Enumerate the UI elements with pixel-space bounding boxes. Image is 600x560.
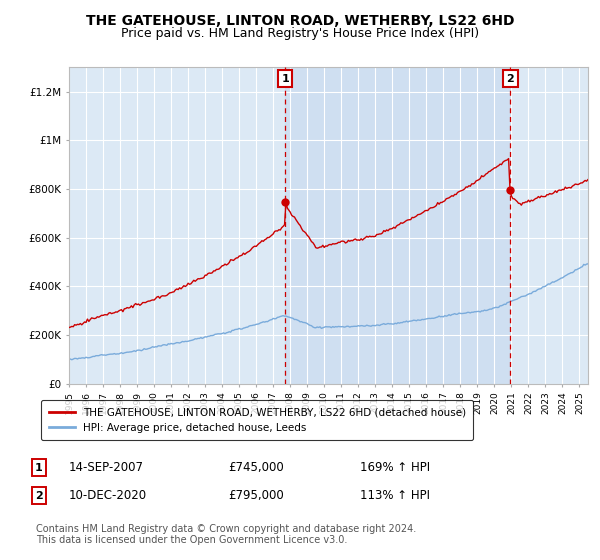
Text: 10-DEC-2020: 10-DEC-2020: [69, 489, 147, 502]
Text: Price paid vs. HM Land Registry's House Price Index (HPI): Price paid vs. HM Land Registry's House …: [121, 27, 479, 40]
Text: 14-SEP-2007: 14-SEP-2007: [69, 461, 144, 474]
Text: 169% ↑ HPI: 169% ↑ HPI: [360, 461, 430, 474]
Text: 113% ↑ HPI: 113% ↑ HPI: [360, 489, 430, 502]
Text: Contains HM Land Registry data © Crown copyright and database right 2024.
This d: Contains HM Land Registry data © Crown c…: [36, 524, 416, 545]
Legend: THE GATEHOUSE, LINTON ROAD, WETHERBY, LS22 6HD (detached house), HPI: Average pr: THE GATEHOUSE, LINTON ROAD, WETHERBY, LS…: [41, 400, 473, 440]
Text: £795,000: £795,000: [228, 489, 284, 502]
Text: 2: 2: [506, 73, 514, 83]
Text: THE GATEHOUSE, LINTON ROAD, WETHERBY, LS22 6HD: THE GATEHOUSE, LINTON ROAD, WETHERBY, LS…: [86, 14, 514, 28]
Text: 1: 1: [281, 73, 289, 83]
Bar: [285, 67, 511, 384]
Text: 2: 2: [35, 491, 43, 501]
Text: 1: 1: [35, 463, 43, 473]
Text: £745,000: £745,000: [228, 461, 284, 474]
